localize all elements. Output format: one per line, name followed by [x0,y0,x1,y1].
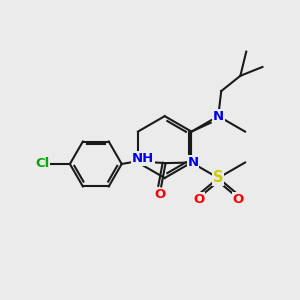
Text: Cl: Cl [35,158,50,170]
Text: N: N [188,156,199,169]
Text: S: S [213,170,224,185]
Text: NH: NH [131,152,154,165]
Text: O: O [193,193,204,206]
Text: O: O [232,193,244,206]
Text: N: N [213,110,224,123]
Text: O: O [154,188,166,201]
